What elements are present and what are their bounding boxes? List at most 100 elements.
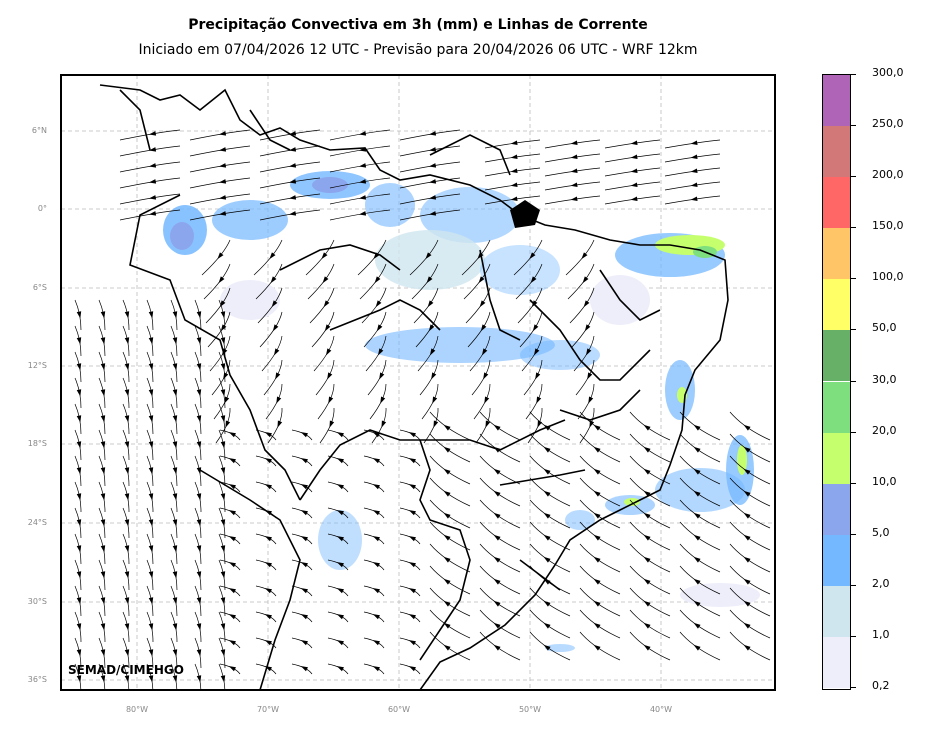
streamline-arrow <box>408 484 416 490</box>
latitude-label: 24°S <box>27 518 47 527</box>
streamline-arrow <box>379 372 385 380</box>
streamline-arrow <box>124 597 130 605</box>
colorbar-label: 250,0 <box>872 117 904 131</box>
streamline-arrow <box>443 446 451 453</box>
streamline-arrow <box>172 571 178 579</box>
streamline-arrow <box>196 545 202 553</box>
streamline-arrow <box>220 519 226 527</box>
streamline-arrow <box>630 168 638 174</box>
colorbar-segment <box>823 126 850 178</box>
streamline-arrow <box>124 545 130 553</box>
streamline-arrow <box>479 300 486 308</box>
streamline-arrow <box>408 666 416 672</box>
streamline-arrow <box>228 614 236 620</box>
streamline-arrow <box>358 179 367 184</box>
streamline-arrow <box>510 168 518 174</box>
streamline-arrow <box>570 140 578 146</box>
streamline-arrow <box>218 147 227 152</box>
streamline-arrow <box>510 140 518 146</box>
colorbar-label: 30,0 <box>872 372 897 386</box>
colorbar-label: 50,0 <box>872 321 897 335</box>
streamline-arrow <box>148 337 154 345</box>
streamline-arrow <box>100 623 106 631</box>
streamline-arrow <box>428 211 437 216</box>
colorbar-label: 2,0 <box>872 576 890 590</box>
colorbar <box>822 74 851 690</box>
streamline-arrow <box>510 196 518 202</box>
streamline-arrow <box>220 311 226 319</box>
streamline-arrow <box>124 441 130 449</box>
streamline-arrow <box>148 493 154 501</box>
streamline-arrow <box>593 446 601 453</box>
streamline-arrow <box>228 536 236 542</box>
colorbar-label: 0,2 <box>872 679 890 692</box>
streamline-arrow <box>443 622 451 629</box>
marajo-island <box>510 200 540 228</box>
streamline-arrow <box>220 441 226 449</box>
streamline-arrow <box>593 556 601 563</box>
streamline-arrow <box>100 519 106 527</box>
streamline-arrow <box>443 534 451 541</box>
map-frame <box>60 74 776 691</box>
streamline-arrow <box>510 154 518 160</box>
streamline-arrow <box>372 536 380 542</box>
streamline-arrow <box>643 534 651 541</box>
streamline-arrow <box>300 614 308 620</box>
streamline-arrow <box>493 468 501 475</box>
streamline-arrow <box>300 536 308 542</box>
map-title: Precipitação Convectiva em 3h (mm) e Lin… <box>188 17 648 33</box>
streamline-arrow <box>743 600 751 607</box>
streamline-arrow <box>148 147 157 152</box>
streamline-arrow <box>583 300 590 308</box>
colorbar-tick <box>851 278 856 280</box>
streamline-arrow <box>593 468 601 475</box>
streamline-arrow <box>217 252 224 260</box>
streamline-arrow <box>372 562 380 568</box>
streamline-arrow <box>219 300 226 308</box>
streamline-arrow <box>336 640 344 646</box>
streamlines <box>74 129 771 690</box>
streamline-arrow <box>480 324 487 332</box>
colorbar-segment <box>823 75 850 127</box>
streamline-arrow <box>643 578 651 585</box>
streamline-arrow <box>643 446 651 453</box>
streamline-arrow <box>693 600 701 607</box>
colorbar-tick <box>851 227 856 229</box>
streamline-arrow <box>428 163 437 168</box>
streamline-arrow <box>327 372 333 380</box>
latitude-label: 12°S <box>27 361 47 370</box>
streamline-arrow <box>76 441 82 449</box>
streamline-arrow <box>228 432 236 438</box>
longitude-label: 40°W <box>649 705 673 714</box>
streamline-arrow <box>543 534 551 541</box>
streamline-arrow <box>148 649 154 657</box>
streamline-arrow <box>228 510 236 516</box>
streamline-arrow <box>372 510 380 516</box>
streamline-arrow <box>372 484 380 490</box>
streamline-arrow <box>196 519 202 527</box>
streamline-arrow <box>408 536 416 542</box>
streamline-arrow <box>100 649 106 657</box>
streamline-arrow <box>593 424 601 431</box>
streamline-arrow <box>336 432 344 438</box>
streamline-arrow <box>124 623 130 631</box>
streamline-arrow <box>743 578 751 585</box>
streamline-arrow <box>100 675 106 683</box>
streamline-arrow <box>276 396 282 404</box>
streamline-arrow <box>196 441 202 449</box>
latitude-label: 30°S <box>27 597 47 606</box>
streamline-arrow <box>372 614 380 620</box>
streamline-arrow <box>100 337 106 345</box>
streamline-arrow <box>148 179 157 184</box>
streamline-arrow <box>100 493 106 501</box>
streamline-arrow <box>643 512 651 519</box>
streamline-arrow <box>743 468 751 475</box>
streamline-arrow <box>100 441 106 449</box>
colorbar-segment <box>823 585 850 637</box>
colorbar-tick <box>851 74 856 75</box>
streamline-arrow <box>485 420 491 428</box>
streamline-arrow <box>443 644 451 651</box>
streamline-arrow <box>288 179 297 184</box>
streamline-arrow <box>428 324 435 332</box>
